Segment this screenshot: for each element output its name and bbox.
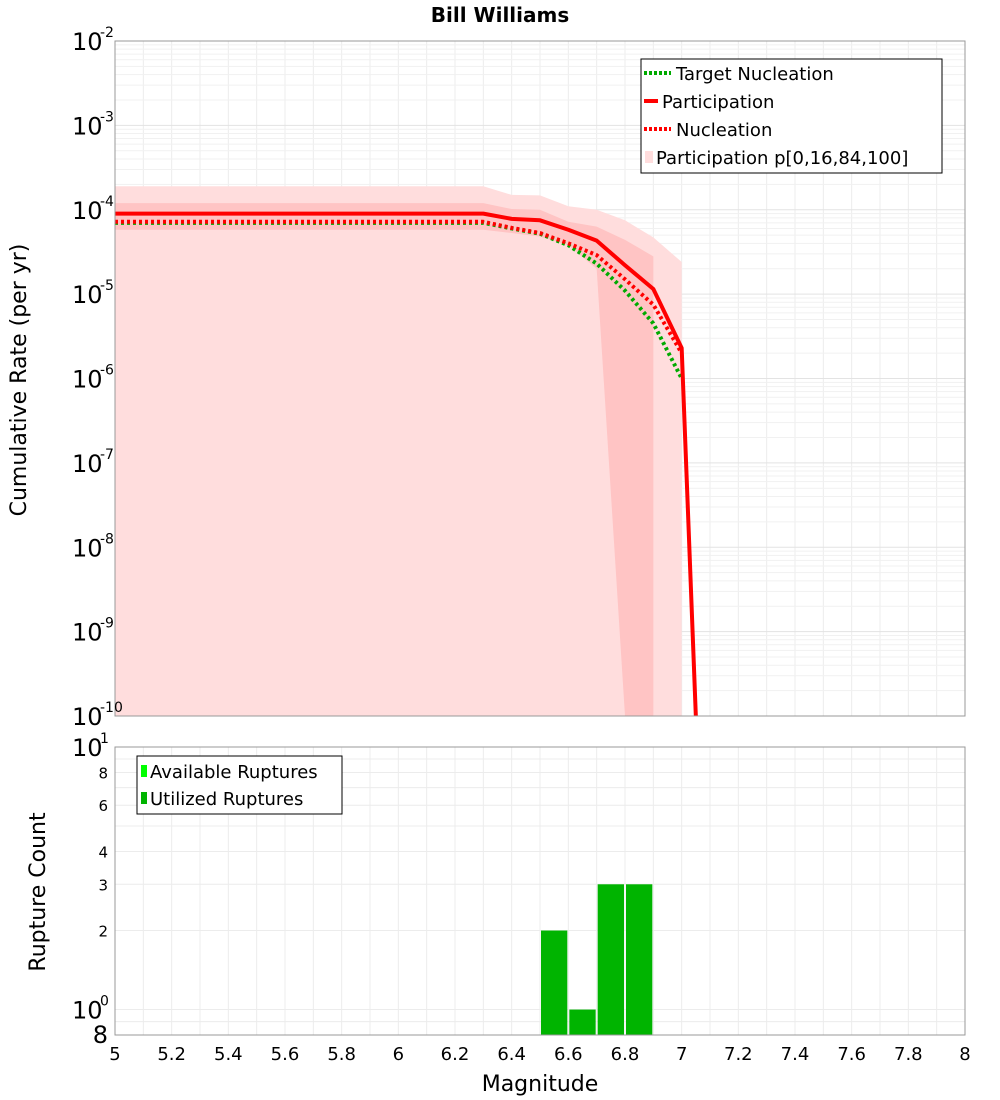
count-y-tick-minor-label: 3 — [98, 876, 108, 894]
count-y-tick-exponent: 1 — [100, 731, 109, 747]
count-plot-frame — [114, 746, 966, 1036]
rate-y-tick-exponent: -2 — [100, 25, 114, 41]
x-tick-label: 8 — [959, 1044, 970, 1065]
count-y-axis-label: Rupture Count — [26, 812, 51, 972]
rate-y-tick-label: 10 — [72, 619, 103, 647]
count-y-tick-minor-label: 4 — [98, 843, 108, 861]
rate-y-ticks: 10-210-310-410-510-610-710-810-910-10 — [72, 25, 123, 731]
count-y-tick-minor-label: 6 — [98, 797, 108, 815]
x-tick-labels: 5 5.2 5.4 5.6 5.8 6 6.2 6.4 6.6 6.8 7 7.2 7.4 7.6 7.8 8 — [109, 1044, 970, 1065]
x-tick-label: 6.4 — [497, 1044, 526, 1065]
rate-lines — [115, 211, 698, 717]
series-line-nucleation — [115, 219, 684, 355]
x-tick-label: 5.8 — [327, 1044, 356, 1065]
rate-y-tick-label: 10 — [72, 534, 103, 562]
x-tick-label: 5.6 — [271, 1044, 300, 1065]
utilized-ruptures-bar — [541, 930, 568, 1035]
rate-y-tick-exponent: -8 — [100, 531, 114, 547]
rate-y-axis-label: Cumulative Rate (per yr) — [7, 244, 32, 517]
count-legend: Available Ruptures Utilized Ruptures — [136, 755, 343, 815]
x-tick-label: 5 — [109, 1044, 120, 1065]
count-y-tick-minor-label: 8 — [98, 764, 108, 782]
rate-bands — [115, 186, 682, 716]
rate-y-tick-exponent: -6 — [100, 363, 114, 379]
x-tick-label: 6 — [393, 1044, 404, 1065]
utilized-ruptures-bar — [597, 884, 624, 1035]
x-tick-label: 6.6 — [554, 1044, 583, 1065]
rate-y-tick-label: 10 — [72, 366, 103, 394]
rate-y-tick-label: 10 — [72, 112, 103, 140]
count-bars — [541, 884, 653, 1035]
x-tick-label: 7.4 — [781, 1044, 810, 1065]
rate-y-tick-label: 10 — [72, 197, 103, 225]
count-y-tick-exponent: 0 — [100, 994, 109, 1010]
legend-label: Nucleation — [676, 120, 772, 141]
legend-swatch-utilized-ruptures — [141, 792, 147, 804]
count-y-tick-minor-label: 2 — [98, 923, 108, 941]
x-tick-label: 7.6 — [837, 1044, 866, 1065]
utilized-ruptures-bar — [626, 884, 653, 1035]
x-axis-label: Magnitude — [482, 1072, 599, 1097]
rate-y-tick-exponent: -3 — [100, 109, 114, 125]
x-tick-label: 7.8 — [894, 1044, 923, 1065]
legend-label: Participation — [662, 92, 774, 113]
rate-y-tick-label: 10 — [72, 281, 103, 309]
rate-y-tick-exponent: -10 — [100, 700, 123, 716]
rate-y-tick-exponent: -5 — [100, 278, 114, 294]
rate-y-tick-exponent: -4 — [100, 194, 114, 210]
x-tick-label: 5.4 — [214, 1044, 243, 1065]
rate-y-tick-label: 10 — [72, 28, 103, 56]
rate-y-tick-exponent: -7 — [100, 447, 114, 463]
count-y-tick-minor-label: 8 — [93, 1021, 108, 1049]
legend-swatch-participation-p-0-16-84-100- — [645, 151, 653, 163]
legend-label: Available Ruptures — [150, 762, 318, 783]
participation-band-p-16-84- — [115, 203, 654, 716]
x-tick-label: 7 — [676, 1044, 687, 1065]
rate-legend: Target Nucleation Participation Nucleation… — [640, 58, 943, 174]
count-y-tick-label: 10 — [72, 734, 103, 762]
legend-label: Target Nucleation — [675, 64, 834, 85]
rate-plot: 10-210-310-410-510-610-710-810-910-10 Cu… — [7, 25, 966, 731]
x-tick-label: 7.2 — [724, 1044, 753, 1065]
rate-y-tick-exponent: -9 — [100, 616, 114, 632]
series-line-participation — [115, 211, 698, 717]
rate-plot-frame — [114, 40, 966, 717]
x-tick-label: 6.8 — [611, 1044, 640, 1065]
chart-title: Bill Williams — [431, 3, 570, 27]
rate-legend-box — [640, 58, 943, 174]
rate-y-tick-label: 10 — [72, 703, 103, 731]
count-legend-box — [136, 755, 343, 815]
legend-swatch-available-ruptures — [141, 765, 147, 777]
participation-band-p-0-100- — [115, 186, 682, 716]
utilized-ruptures-bar — [569, 1009, 596, 1035]
count-y-tick-label: 10 — [72, 997, 103, 1025]
x-tick-label: 6.2 — [441, 1044, 470, 1065]
rate-y-tick-label: 10 — [72, 450, 103, 478]
legend-label: Utilized Ruptures — [150, 789, 303, 810]
x-tick-label: 5.2 — [157, 1044, 186, 1065]
legend-label: Participation p[0,16,84,100] — [656, 148, 908, 169]
